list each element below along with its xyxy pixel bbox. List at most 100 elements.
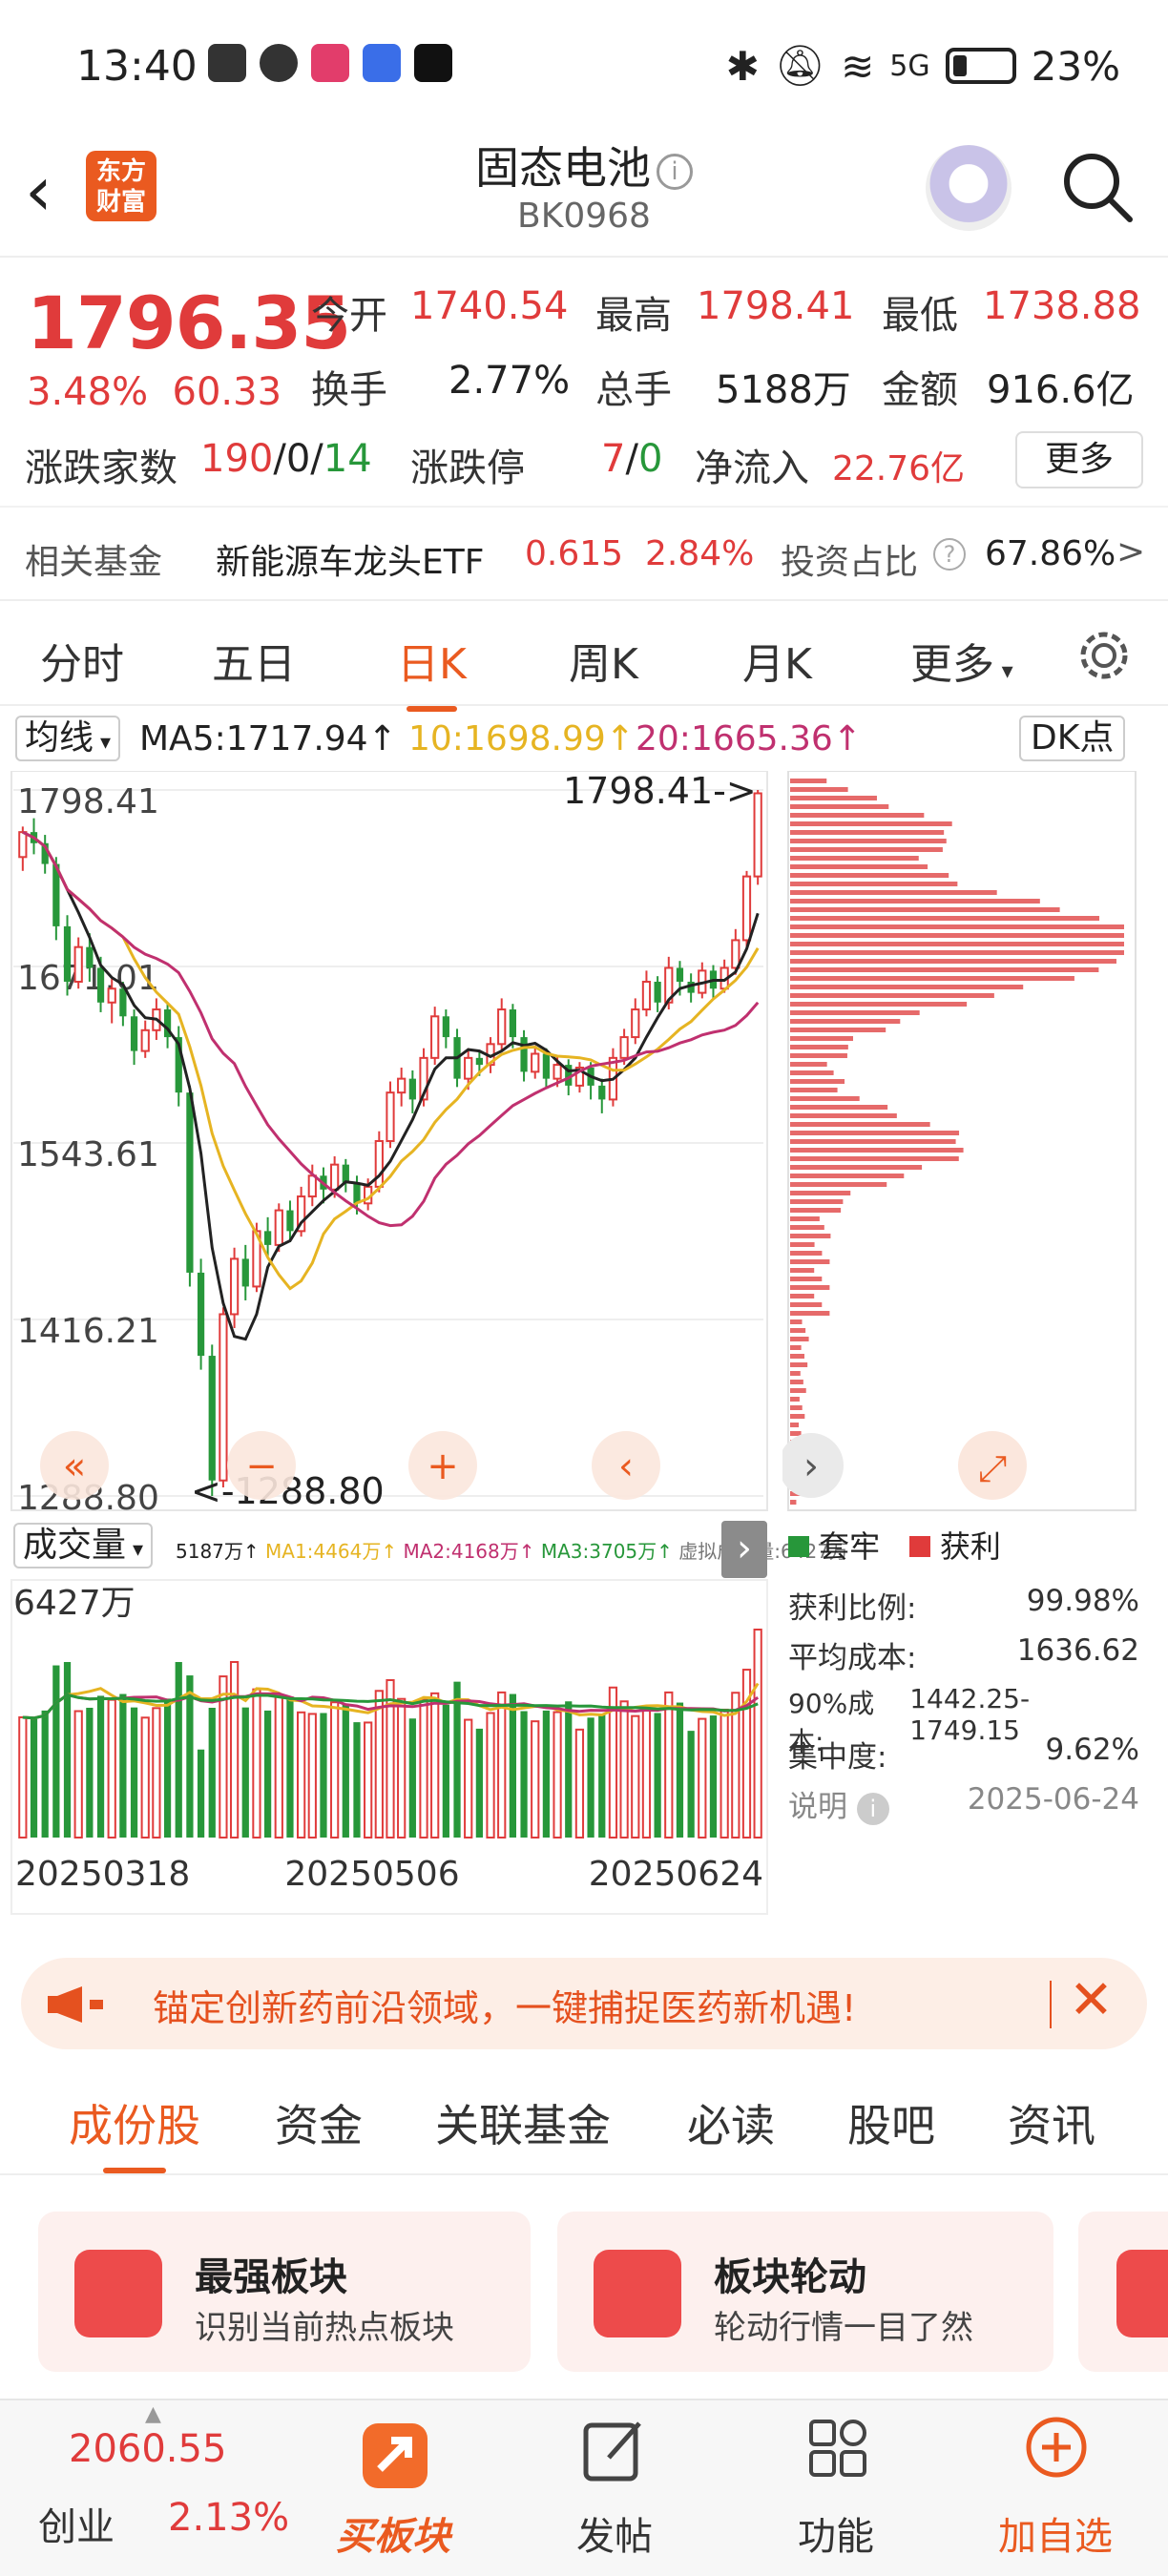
- expand-panel-button[interactable]: ›: [721, 1521, 767, 1578]
- fullscreen-button[interactable]: ⤢: [958, 1431, 1027, 1500]
- tab-intraday[interactable]: 分时: [40, 640, 124, 689]
- chip-bar: [790, 830, 945, 835]
- scroll-left-button[interactable]: ‹: [592, 1431, 660, 1500]
- volume-bar: [497, 1691, 507, 1839]
- chart-controls: « − + ‹: [40, 1431, 660, 1500]
- chip-bar: [790, 1405, 803, 1410]
- chip-scroll-right-button[interactable]: ›: [782, 1433, 844, 1498]
- info-icon[interactable]: i: [657, 153, 693, 190]
- help-icon[interactable]: ?: [933, 538, 966, 571]
- card-strongest-sector[interactable]: 最强板块 识别当前热点板块: [38, 2212, 531, 2372]
- candle: [52, 863, 60, 926]
- chip-bar: [790, 1062, 827, 1067]
- chip-bar: [790, 1319, 803, 1324]
- volume-bar: [486, 1712, 495, 1839]
- candle: [107, 987, 116, 1004]
- tab-monthly-k[interactable]: 月K: [742, 640, 812, 689]
- tab-forum[interactable]: 股吧: [847, 2100, 935, 2151]
- back-icon[interactable]: ‹: [25, 151, 52, 231]
- wechat-icon: [260, 44, 298, 82]
- candle: [430, 1015, 440, 1059]
- volume-bar: [186, 1675, 194, 1838]
- related-fund-row[interactable]: 相关基金 新能源车龙头ETF 0.615 2.84% 投资占比 ? 67.86%…: [0, 506, 1168, 601]
- note-link[interactable]: 说明 i: [788, 1782, 889, 1832]
- volume-selector[interactable]: 成交量 ▾: [13, 1523, 154, 1568]
- chip-bar: [790, 1174, 905, 1178]
- chip-bar: [790, 1234, 831, 1238]
- volume-bar: [252, 1688, 261, 1839]
- app-logo: 东方 财富: [86, 151, 156, 221]
- buy-sector-icon[interactable]: [357, 2418, 433, 2494]
- post-button[interactable]: 发帖: [576, 2515, 653, 2559]
- index-pct[interactable]: 2.13%: [168, 2496, 290, 2540]
- edit-icon[interactable]: [580, 2416, 647, 2486]
- svg-text:−: −: [245, 1444, 278, 1488]
- ma-selector[interactable]: 均线 ▾: [15, 716, 121, 761]
- ma5-value: MA5:1717.94↑: [139, 719, 397, 758]
- banner-text: 锚定创新药前沿领域，一键捕捉医药新机遇!: [153, 1987, 857, 2029]
- zoom-back-button[interactable]: «: [40, 1431, 109, 1500]
- tab-news[interactable]: 资讯: [1008, 2100, 1095, 2151]
- inflow-value: 22.76亿: [832, 449, 966, 488]
- volume-bar: [475, 1728, 483, 1838]
- more-button[interactable]: 更多: [1015, 431, 1143, 488]
- price-tick-label: 1798.41: [17, 782, 159, 821]
- volume-value: 5188万: [716, 368, 851, 412]
- limit-value: 7/0: [601, 437, 663, 481]
- promo-banner[interactable]: 锚定创新药前沿领域，一键捕捉医药新机遇! ✕: [21, 1958, 1147, 2049]
- chip-bar: [790, 1148, 964, 1153]
- chip-bar: [790, 1371, 801, 1376]
- tab-constituents[interactable]: 成份股: [69, 2091, 200, 2173]
- chip-bar: [790, 1088, 838, 1092]
- chip-bar: [790, 1019, 901, 1024]
- svg-text:+: +: [427, 1444, 459, 1488]
- candle: [419, 1056, 428, 1101]
- mute-icon: 🔕︎: [774, 42, 826, 89]
- volume-bar: [608, 1686, 618, 1839]
- gear-icon[interactable]: [1074, 626, 1134, 685]
- layers-icon: [1116, 2250, 1168, 2337]
- chip-bar: [790, 985, 1024, 989]
- breadth-label: 涨跌家数: [25, 447, 177, 490]
- zoom-in-button[interactable]: +: [408, 1431, 477, 1500]
- chip-bar: [790, 933, 1124, 938]
- tab-funds[interactable]: 资金: [275, 2100, 363, 2151]
- card-partial[interactable]: [1078, 2212, 1168, 2372]
- zoom-out-button[interactable]: −: [227, 1431, 296, 1500]
- candle: [229, 1257, 240, 1316]
- search-icon[interactable]: [1059, 149, 1136, 225]
- card-sector-rotation[interactable]: 板块轮动 轮动行情一目了然: [557, 2212, 1053, 2372]
- tab-weekly-k[interactable]: 周K: [569, 640, 638, 689]
- tab-related-funds[interactable]: 关联基金: [435, 2100, 611, 2151]
- chip-bar: [790, 1388, 806, 1393]
- add-circle-icon[interactable]: [1025, 2416, 1088, 2479]
- high-label: 最高: [595, 294, 672, 338]
- chip-bar: [790, 1010, 920, 1015]
- volume-bar: [442, 1704, 449, 1838]
- chip-distribution-chart[interactable]: › ⤢: [782, 771, 1141, 1515]
- function-button[interactable]: 功能: [798, 2515, 874, 2559]
- candle: [86, 946, 94, 968]
- assistant-robot-icon[interactable]: [926, 145, 1012, 231]
- chip-bar: [790, 1156, 959, 1161]
- volume-bar: [574, 1728, 585, 1839]
- candle: [63, 925, 72, 982]
- candle: [274, 1209, 283, 1246]
- tab-more[interactable]: 更多 ▾: [910, 640, 1013, 689]
- close-icon[interactable]: ✕: [1069, 1969, 1114, 2031]
- tab-must-read[interactable]: 必读: [687, 2100, 775, 2151]
- volume-bar: [63, 1662, 72, 1838]
- candle: [130, 1016, 138, 1051]
- index-value[interactable]: 2060.55: [69, 2427, 227, 2471]
- caret-up-icon: ▲: [145, 2402, 161, 2426]
- tab-daily-k[interactable]: 日K: [397, 630, 467, 712]
- grid-icon[interactable]: [807, 2418, 868, 2479]
- tab-five-day[interactable]: 五日: [212, 640, 296, 689]
- buy-sector-button[interactable]: 买板块: [336, 2515, 450, 2559]
- add-watchlist-button[interactable]: 加自选: [998, 2515, 1113, 2559]
- volume-bar: [320, 1713, 327, 1838]
- chart-board-icon: [74, 2250, 162, 2337]
- dk-point-button[interactable]: DK点: [1019, 716, 1126, 761]
- index-name[interactable]: 创业: [38, 2505, 115, 2549]
